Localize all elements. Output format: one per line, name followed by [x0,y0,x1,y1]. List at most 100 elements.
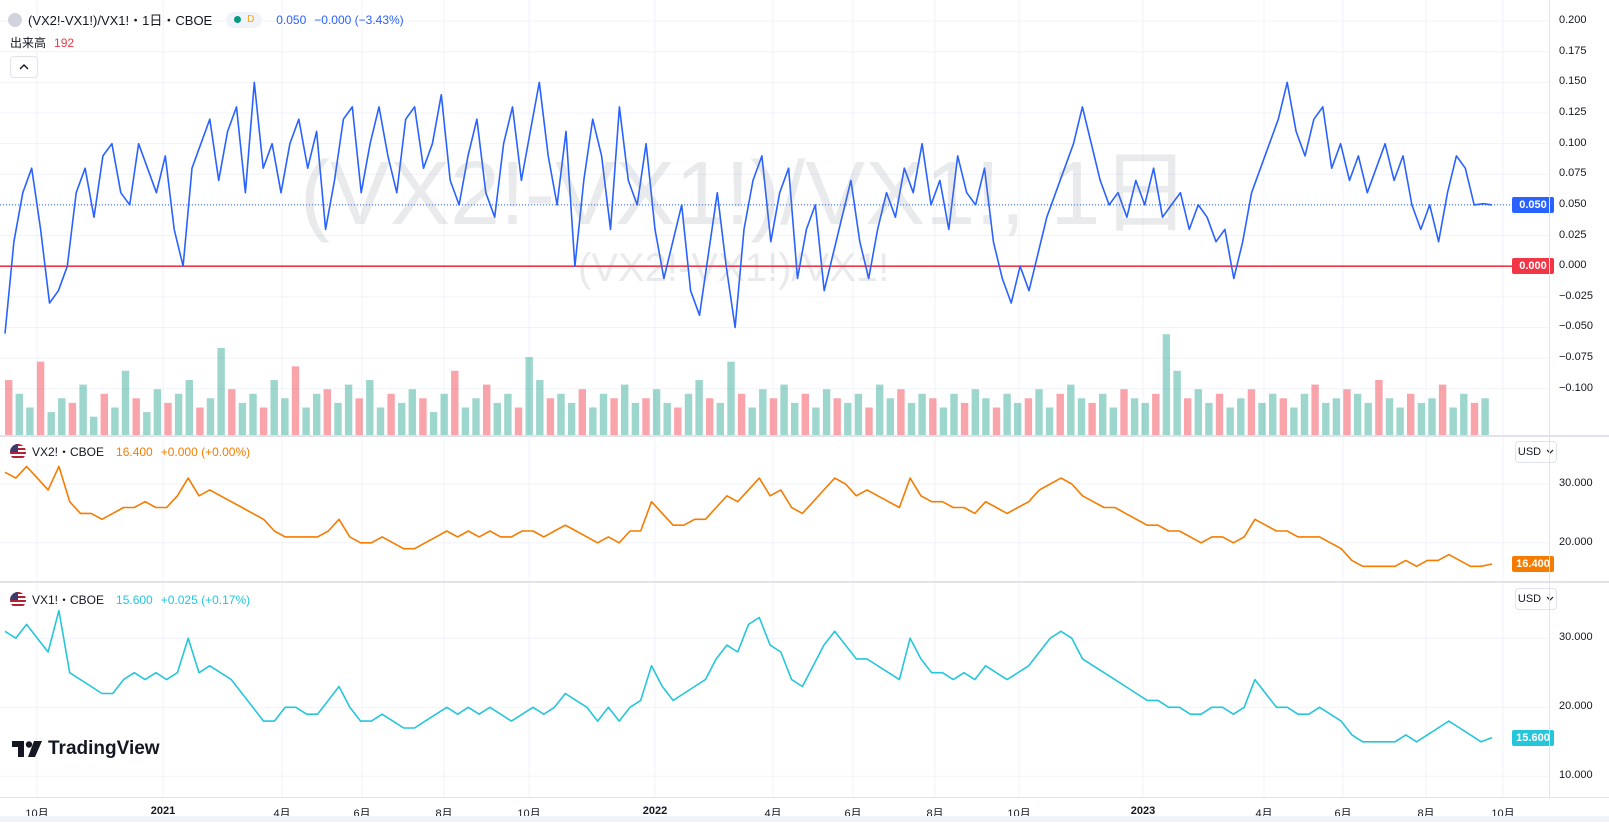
volume-bar [610,398,618,435]
volume-bar [727,361,735,435]
main-pane: (VX2!-VX1!)/VX1!, 1日 (VX2!-VX1!)/VX1! (V… [0,0,1609,435]
vx2-symbol[interactable]: VX2!・CBOE [32,445,105,459]
volume-bar [334,402,342,435]
volume-bar [281,398,289,435]
volume-bar [876,384,884,435]
volume-bar [1417,402,1426,435]
vx1-legend: VX1!・CBOE 15.600 +0.025 (+0.17%) [10,591,250,608]
volume-bar [121,370,130,435]
vx1-currency-label: USD [1517,593,1542,605]
volume-value: 192 [54,35,75,50]
vx2-last-price-tag: 16.400 [1512,555,1554,572]
volume-bar [525,357,533,435]
vx2-plot[interactable] [0,437,1549,581]
volume-bar [1215,393,1224,435]
pane-separator[interactable] [0,435,1609,437]
volume-bar [153,389,162,435]
volume-bar [907,402,916,435]
volume-bar [440,393,448,435]
price-tick-label: 0.125 [1559,106,1587,119]
volume-bar [514,407,523,435]
volume-bar [929,398,937,435]
volume-bar [249,393,257,435]
last-price-tag: 0.050 [1512,196,1554,213]
data-status-badge[interactable]: D [226,11,263,28]
volume-bar [36,361,45,435]
volume-bar [174,393,183,435]
main-price-axis[interactable]: 0.200 0.175 0.150 0.125 0.100 0.075 0.050 0.025… [1549,0,1609,435]
volume-bar [1237,398,1245,435]
vx2-currency-select[interactable]: USD [1515,441,1557,463]
time-tick-label: 2022 [642,805,668,817]
vx1-plot[interactable] [0,583,1549,797]
volume-bar [960,402,969,435]
price-tick-label: 0.200 [1559,14,1587,27]
volume-bar [1428,398,1436,435]
price-tick-label: 0.075 [1559,167,1587,180]
volume-bar [844,402,852,435]
volume-bar [1460,393,1468,435]
volume-bar [429,412,438,435]
volume-bar [1024,398,1033,435]
vx2-price-axis[interactable]: 30.000 20.000 [1549,437,1609,581]
volume-bar [1438,384,1447,435]
volume-bar [589,407,597,435]
volume-bar [376,407,385,435]
volume-bar [217,347,225,435]
volume-bar [472,398,480,435]
price-tick-label: −0.050 [1559,320,1593,333]
volume-bar [1184,398,1192,435]
vx1-price-axis[interactable]: 30.000 20.000 10.000 [1549,583,1609,797]
vx1-symbol[interactable]: VX1!・CBOE [32,593,105,607]
volume-bar [791,402,799,435]
volume-bar [419,398,427,435]
vx2-change: +0.000 (+0.00%) [160,444,251,459]
volume-bar [1205,402,1213,435]
volume-bar [1162,334,1171,435]
price-tick-label: 0.025 [1559,228,1587,241]
volume-bar [1194,389,1202,435]
volume-bar [599,393,608,435]
volume-bar [344,384,353,435]
volume-bar [1332,398,1341,435]
volume-label[interactable]: 出来高 [10,36,47,50]
price-tick-label: 30.000 [1559,477,1593,490]
vx1-change: +0.025 (+0.17%) [160,592,251,607]
volume-bar [1279,398,1287,435]
volume-bar [132,398,140,435]
price-tick-label: 0.100 [1559,136,1587,149]
volume-bar [557,393,565,435]
volume-bar [185,380,193,435]
volume-bar [5,380,13,435]
main-symbol[interactable]: (VX2!-VX1!)/VX1!・1日・CBOE [28,13,213,28]
volume-bar [1109,407,1117,435]
zero-line-tag: 0.000 [1512,258,1554,275]
price-tick-label: 0.050 [1559,197,1587,210]
vx1-currency-select[interactable]: USD [1515,588,1557,610]
volume-bar [780,384,788,435]
main-plot[interactable] [0,0,1549,435]
tradingview-logo[interactable]: TradingView [12,738,160,760]
vx1-value: 15.600 [116,592,153,607]
volume-bar [461,407,470,435]
collapse-legend-button[interactable] [10,56,38,78]
volume-bar [1322,402,1330,435]
volume-bar [100,393,108,435]
volume-bar [1088,402,1096,435]
volume-bar [769,398,778,435]
volume-bar [143,412,151,435]
volume-bar [1396,407,1404,435]
volume-bar [1353,393,1362,435]
us-flag-icon [10,443,26,460]
volume-bar [1300,393,1309,435]
volume-bar [737,393,746,435]
volume-bar [546,398,555,435]
spread-ratio-line [4,81,1493,334]
volume-bar [1311,384,1319,435]
pane-separator[interactable] [0,581,1609,583]
price-tick-label: −0.025 [1559,289,1593,302]
volume-bar [1226,407,1234,435]
volume-bar [15,393,23,435]
volume-bar [674,407,682,435]
volume-bar [1449,407,1457,435]
